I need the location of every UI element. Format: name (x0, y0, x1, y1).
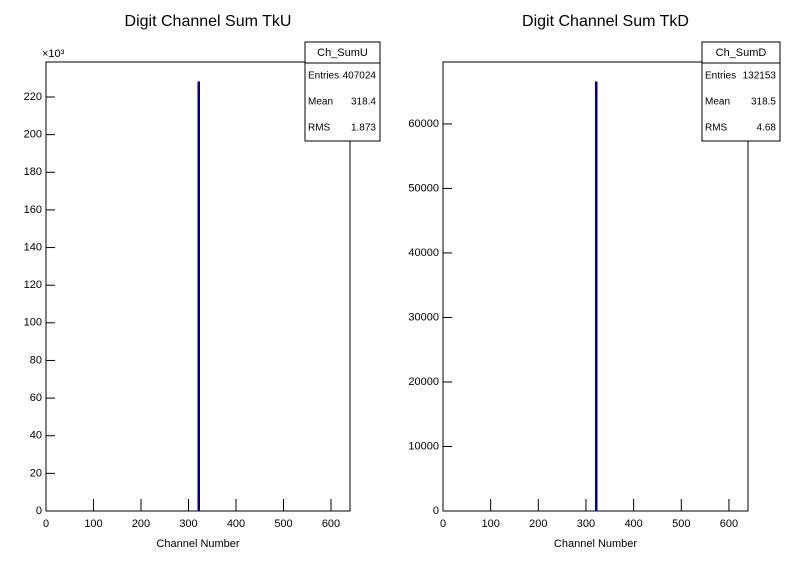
y-tick-label: 120 (24, 279, 42, 291)
stats-title: Ch_SumU (317, 47, 368, 59)
chart-title: Digit Channel Sum TkU (125, 13, 292, 30)
y-tick-label: 220 (24, 91, 42, 103)
histogram-bar (595, 81, 598, 512)
y-tick-label: 60000 (408, 118, 439, 130)
y-tick-label: 0 (433, 505, 439, 517)
y-tick-label: 200 (24, 129, 42, 141)
stats-value: 318.5 (751, 97, 776, 108)
stats-box (304, 41, 381, 142)
y-tick-label: 10000 (408, 440, 439, 452)
stats-value: 407024 (343, 71, 377, 82)
y-tick-label: 0 (36, 505, 42, 517)
y-exponent: ×10³ (42, 48, 65, 60)
x-tick-label: 0 (43, 518, 49, 530)
stats-label: Entries (705, 71, 736, 82)
stats-label: Mean (705, 97, 730, 108)
stats-value: 1.873 (351, 123, 376, 134)
y-tick-label: 140 (24, 241, 42, 253)
y-tick-label: 100 (24, 317, 42, 329)
stats-title: Ch_SumD (716, 47, 767, 59)
y-tick-label: 20000 (408, 376, 439, 388)
y-tick-label: 80 (30, 354, 42, 366)
y-tick-label: 40 (30, 430, 42, 442)
x-tick-label: 600 (720, 518, 738, 530)
x-tick-label: 500 (672, 518, 690, 530)
stats-label: RMS (308, 123, 331, 134)
y-tick-label: 30000 (408, 311, 439, 323)
histogram-bar (197, 81, 200, 512)
stats-value: 132153 (743, 71, 777, 82)
x-tick-label: 100 (84, 518, 102, 530)
stats-value: 4.68 (757, 123, 777, 134)
y-tick-label: 50000 (408, 182, 439, 194)
x-axis-label: Channel Number (156, 538, 239, 550)
x-tick-label: 0 (440, 518, 446, 530)
stats-box (701, 41, 781, 142)
stats-label: RMS (705, 123, 728, 134)
x-tick-label: 200 (132, 518, 150, 530)
y-tick-label: 20 (30, 467, 42, 479)
x-tick-label: 600 (322, 518, 340, 530)
stats-label: Entries (308, 71, 339, 82)
y-tick-label: 60 (30, 392, 42, 404)
x-tick-label: 300 (179, 518, 197, 530)
chart-title: Digit Channel Sum TkD (522, 13, 689, 30)
x-tick-label: 500 (274, 518, 292, 530)
y-tick-label: 180 (24, 166, 42, 178)
stats-value: 318.4 (351, 97, 376, 108)
stats-label: Mean (308, 97, 333, 108)
y-tick-label: 160 (24, 204, 42, 216)
x-tick-label: 100 (481, 518, 499, 530)
x-tick-label: 300 (577, 518, 595, 530)
x-tick-label: 400 (227, 518, 245, 530)
x-axis-label: Channel Number (554, 538, 637, 550)
x-tick-label: 200 (529, 518, 547, 530)
y-tick-label: 40000 (408, 247, 439, 259)
x-tick-label: 400 (624, 518, 642, 530)
